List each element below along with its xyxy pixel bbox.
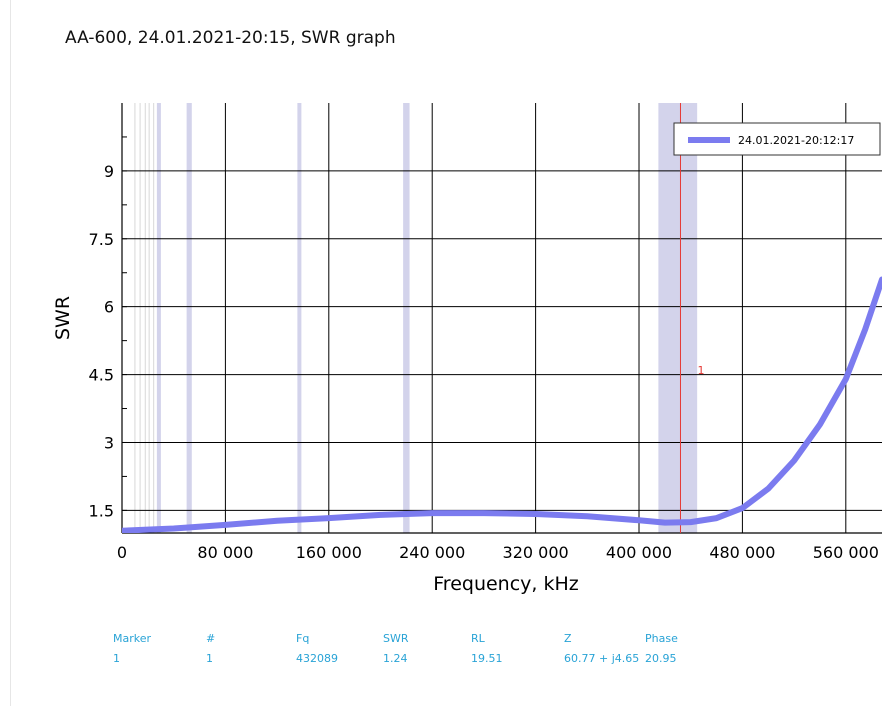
- swr-data-point: [741, 507, 743, 509]
- amateur-band-3: [403, 103, 410, 533]
- row-index: 1: [206, 652, 213, 665]
- swr-data-point: [431, 512, 433, 514]
- x-tick-label-2: 160 000: [296, 543, 362, 562]
- legend-label: 24.01.2021-20:12:17: [738, 134, 854, 147]
- x-tick-label-5: 400 000: [606, 543, 672, 562]
- amateur-band-0: [156, 103, 161, 533]
- amateur-band-4: [658, 103, 698, 533]
- row-phase: 20.95: [645, 652, 677, 665]
- x-axis-label: Frequency, kHz: [433, 573, 579, 595]
- swr-data-point: [864, 328, 866, 330]
- x-tick-label-3: 240 000: [399, 543, 465, 562]
- swr-series-line-0: [122, 276, 882, 533]
- row-impedance: 60.77 + j4.65: [564, 652, 640, 665]
- x-tick-label-1: 80 000: [197, 543, 253, 562]
- swr-data-point: [483, 512, 485, 514]
- swr-data-point: [690, 521, 692, 523]
- y-tick-label-4: 7.5: [89, 230, 114, 249]
- row-swr: 1.24: [383, 652, 408, 665]
- swr-data-point: [380, 514, 382, 516]
- amateur-band-2: [297, 103, 302, 533]
- header-index: #: [206, 632, 216, 645]
- swr-data-point: [276, 520, 278, 522]
- header-phase: Phase: [645, 632, 678, 645]
- header-impedance: Z: [564, 632, 572, 645]
- swr-data-point: [793, 460, 795, 462]
- swr-data-point: [224, 524, 226, 526]
- y-axis-label: SWR: [52, 296, 74, 340]
- left-border-line: [10, 0, 11, 706]
- header-marker: Marker: [113, 632, 152, 645]
- y-tick-label-5: 9: [104, 162, 114, 181]
- y-tick-label-2: 4.5: [89, 366, 114, 385]
- x-tick-label-4: 320 000: [503, 543, 569, 562]
- header-swr: SWR: [383, 632, 409, 645]
- swr-data-point: [716, 517, 718, 519]
- swr-data-point: [586, 515, 588, 517]
- row-return-loss: 19.51: [471, 652, 503, 665]
- x-tick-label-0: 0: [117, 543, 127, 562]
- swr-data-point: [535, 513, 537, 515]
- row-frequency: 432089: [296, 652, 338, 665]
- marker-label: 1: [697, 364, 704, 377]
- chart-legend: 24.01.2021-20:12:17: [673, 122, 881, 156]
- header-return-loss: RL: [471, 632, 485, 645]
- swr-data-point: [767, 488, 769, 490]
- swr-data-point: [328, 517, 330, 519]
- swr-data-point: [819, 423, 821, 425]
- row-marker: 1: [113, 652, 120, 665]
- x-tick-label-7: 560 000: [813, 543, 879, 562]
- swr-data-point: [638, 519, 640, 521]
- marker-table: Marker # Fq SWR RL Z Phase 1 1 432089 1.…: [0, 628, 882, 678]
- swr-data-point: [173, 527, 175, 529]
- x-tick-label-6: 480 000: [709, 543, 775, 562]
- swr-chart[interactable]: 0 80 000 160 000 240 000 320 000 400 000 480 0…: [0, 0, 882, 620]
- swr-data-point: [122, 530, 123, 532]
- y-tick-label-1: 3: [104, 433, 114, 452]
- swr-data-point: [664, 522, 666, 524]
- y-tick-label-0: 1.5: [89, 501, 114, 520]
- graph-title: AA-600, 24.01.2021-20:15, SWR graph: [65, 28, 396, 48]
- y-tick-label-3: 6: [104, 298, 114, 317]
- swr-data-point: [845, 378, 847, 380]
- header-frequency: Fq: [296, 632, 310, 645]
- amateur-band-1: [186, 103, 192, 533]
